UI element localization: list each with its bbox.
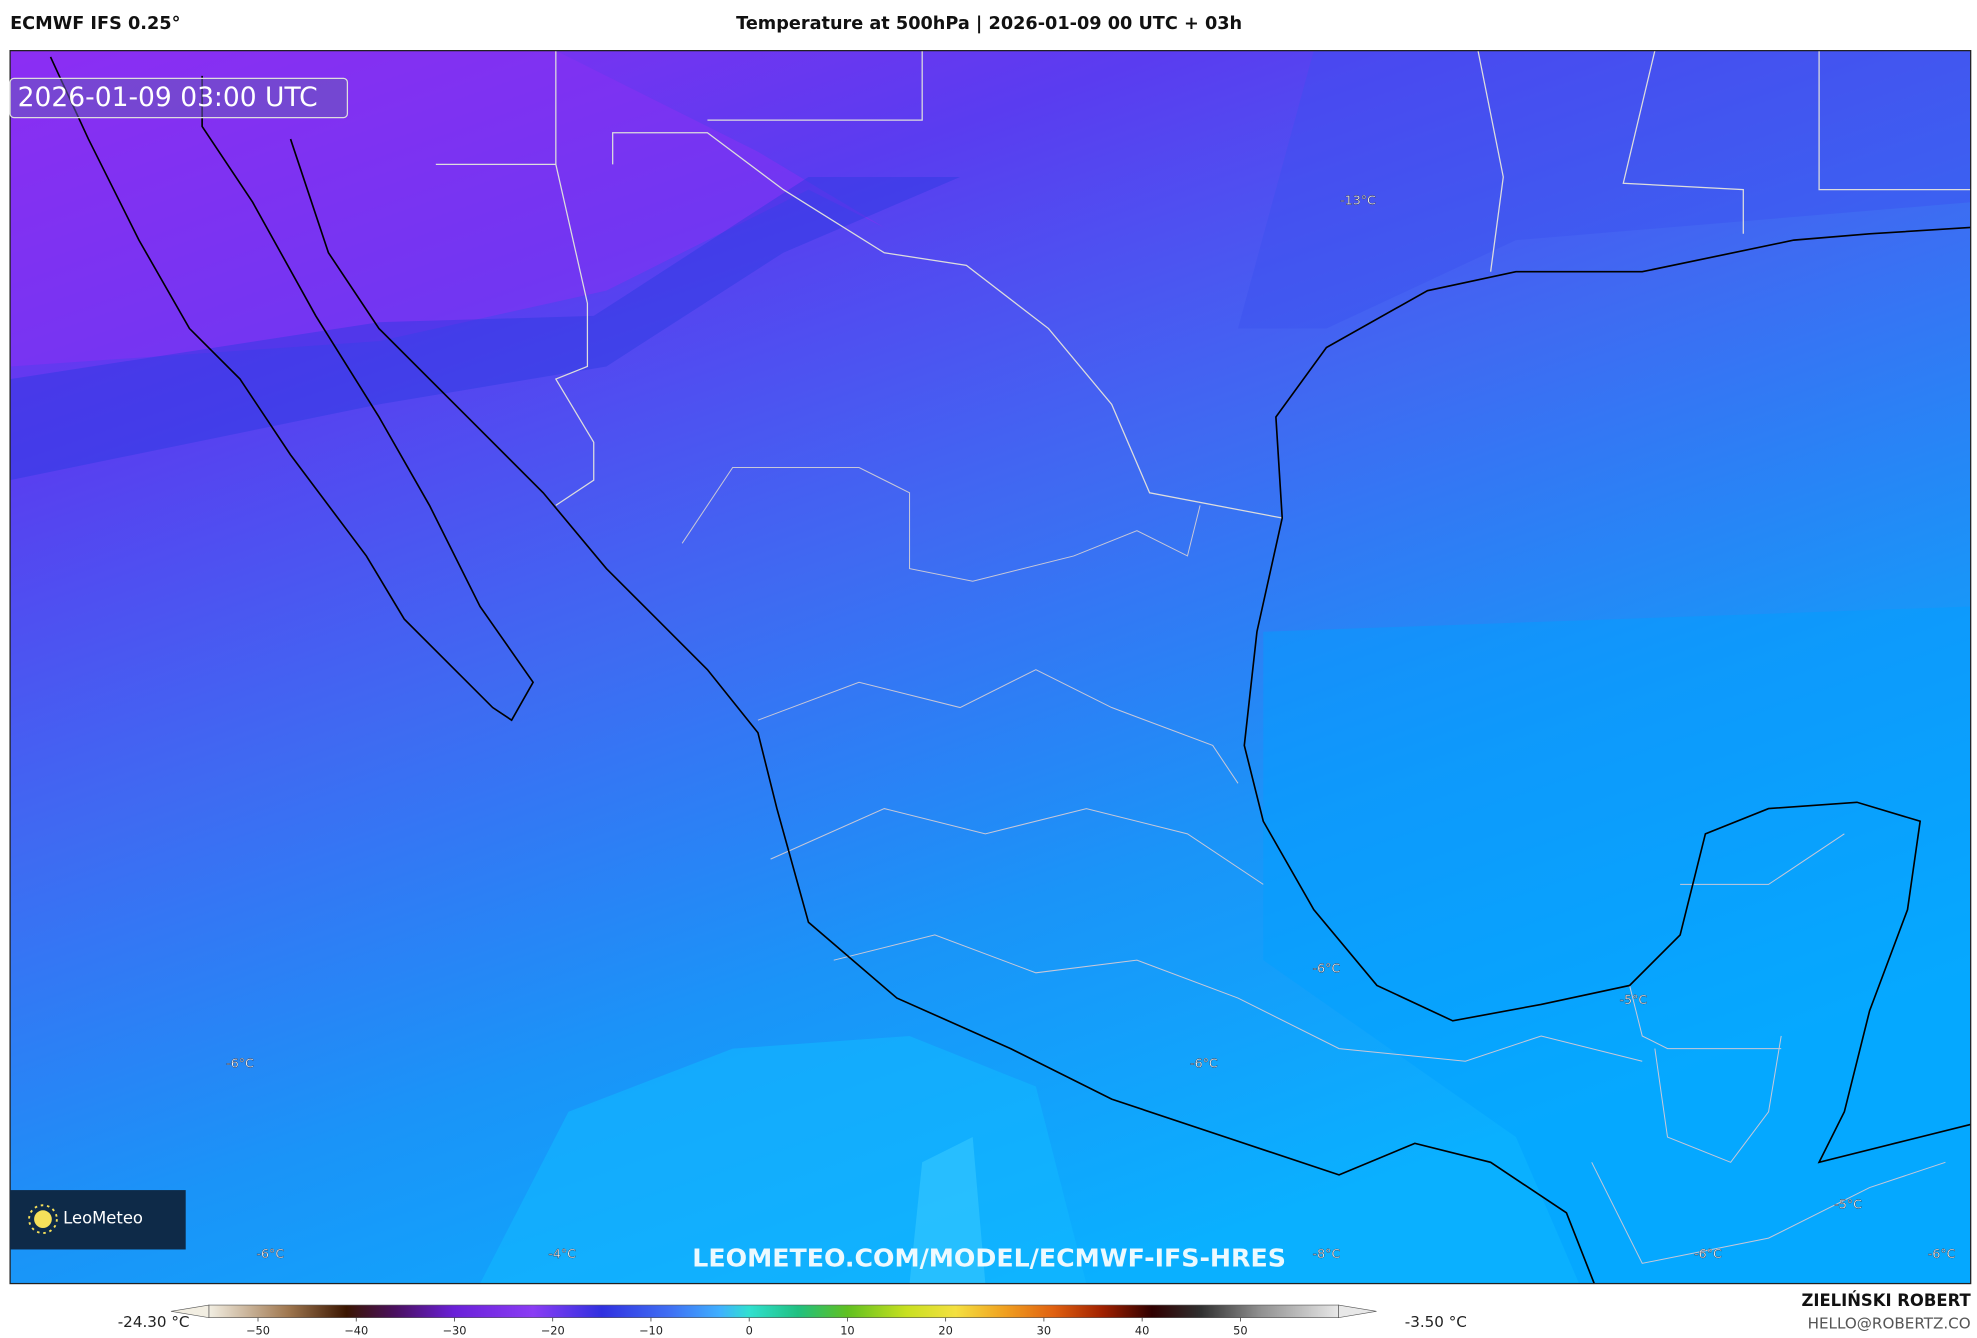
colorbar-tick-label: 30 — [1037, 1324, 1051, 1338]
contour-label: -6°C — [1190, 1055, 1218, 1070]
contour-label: -5°C — [1834, 1197, 1862, 1212]
colorbar-tick-label: 0 — [746, 1324, 753, 1338]
max-value: -3.50 °C — [1405, 1313, 1467, 1331]
timestamp: 2026-01-09 03:00 UTC — [18, 82, 318, 113]
contour-labels: -13°C -6°C -5°C -6°C -6°C -5°C -6°C -4°C -8°C -6°… — [226, 192, 1956, 1261]
map-title: Temperature at 500hPa | 2026-01-09 00 UT… — [736, 14, 1242, 34]
coastline-pacific — [289, 138, 1595, 1284]
cold-area — [10, 50, 885, 367]
contour-label: -6°C — [1313, 961, 1341, 976]
colorbar-tick-label: −50 — [246, 1324, 270, 1338]
logo-rays — [28, 1204, 58, 1234]
colorbar-tick-label: −10 — [639, 1324, 663, 1338]
contour-label: -6°C — [1694, 1246, 1722, 1261]
contour-label: -6°C — [256, 1246, 284, 1261]
colorbar: −50 −40 −30 −20 −10 0 10 20 30 40 50 — [170, 1304, 1377, 1338]
border — [435, 50, 1283, 519]
colorbar-tick-label: 20 — [938, 1324, 952, 1338]
logo-sun — [34, 1210, 52, 1228]
timestamp-box — [9, 77, 349, 119]
contour-label: -5°C — [1620, 992, 1648, 1007]
map — [10, 50, 1971, 1284]
colorbar-gradient — [208, 1304, 1339, 1318]
colorbar-extend-low — [170, 1304, 210, 1319]
state-borders — [681, 467, 1946, 1264]
contour-label: -8°C — [1313, 1246, 1341, 1261]
cold-area-east — [1237, 50, 1971, 329]
colorbar-tick-label: −20 — [541, 1324, 565, 1338]
contour-label: -6°C — [226, 1055, 254, 1070]
us-state-borders — [707, 50, 1971, 272]
coastline-baja — [49, 56, 535, 722]
colorbar-tick-label: 10 — [840, 1324, 854, 1338]
colorbar-extend-high — [1338, 1304, 1377, 1319]
logo-text: LeoMeteo — [63, 1209, 143, 1228]
contact: HELLO@ROBERTZ.CO — [1808, 1314, 1971, 1332]
map-frame — [9, 50, 1972, 1285]
colorbar-tick-label: −40 — [344, 1324, 368, 1338]
colorbar-tick-label: 50 — [1233, 1324, 1247, 1338]
warm-spot — [909, 1137, 986, 1284]
contour-label: -6°C — [1928, 1246, 1956, 1261]
cold-band — [10, 176, 961, 481]
author: ZIELIŃSKI ROBERT — [1801, 1291, 1971, 1310]
contour-label: -4°C — [548, 1246, 576, 1261]
coastline-gulf — [1243, 226, 1971, 1164]
colorbar-tick-label: −30 — [442, 1324, 466, 1338]
colorbar-tick-label: 40 — [1135, 1324, 1149, 1338]
model-name: ECMWF IFS 0.25° — [10, 14, 180, 34]
contour-label: -13°C — [1340, 192, 1376, 207]
min-value: -24.30 °C — [118, 1313, 190, 1331]
warm-area — [1263, 606, 1971, 1284]
watermark: LEOMETEO.COM/MODEL/ECMWF-IFS-HRES — [692, 1244, 1286, 1273]
